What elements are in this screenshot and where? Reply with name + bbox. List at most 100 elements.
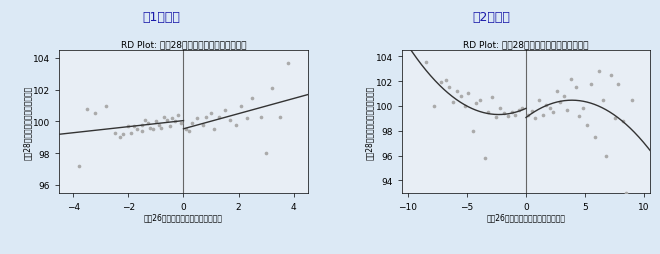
Point — [452, 90, 463, 94]
Point — [247, 96, 257, 100]
Point — [467, 129, 478, 133]
Point — [150, 120, 161, 124]
Point — [137, 123, 147, 127]
Y-axis label: 平成28年度の対前年度原単位変化: 平成28年度の対前年度原単位変化 — [22, 85, 32, 159]
Point — [214, 115, 224, 119]
Point — [145, 126, 156, 130]
Point — [530, 117, 541, 121]
X-axis label: 平成26年度の過去２年間原単位変化: 平成26年度の過去２年間原単位変化 — [144, 212, 223, 221]
Point — [209, 128, 219, 132]
Point — [140, 118, 150, 122]
Point — [159, 115, 170, 119]
X-axis label: 平成26年度の過去２年間原単位変化: 平成26年度の過去２年間原単位変化 — [486, 212, 566, 221]
Point — [283, 61, 294, 66]
Point — [491, 116, 502, 120]
Point — [589, 135, 600, 139]
Point — [236, 104, 247, 108]
Point — [562, 108, 573, 112]
Point — [552, 90, 562, 94]
Point — [544, 107, 555, 111]
Title: RD Plot: 平成28年度の対前年度原単位変化: RD Plot: 平成28年度の対前年度原単位変化 — [463, 40, 589, 49]
Point — [82, 107, 92, 111]
Point — [148, 128, 158, 132]
Point — [230, 123, 241, 127]
Point — [183, 129, 194, 133]
Point — [463, 92, 473, 96]
Title: RD Plot: 平成28年度の対前年度原単位変化: RD Plot: 平成28年度の対前年度原単位変化 — [121, 40, 246, 49]
Point — [606, 73, 616, 77]
Point — [495, 107, 506, 111]
Point — [153, 123, 164, 127]
Point — [428, 104, 439, 108]
Point — [597, 98, 608, 102]
Point — [267, 87, 277, 91]
Point — [517, 107, 528, 111]
Point — [498, 112, 509, 116]
Point — [486, 96, 497, 100]
Point — [173, 114, 183, 118]
Text: 、2次式】: 、2次式】 — [473, 11, 511, 24]
Point — [444, 86, 455, 90]
Point — [475, 98, 485, 102]
Point — [170, 120, 180, 124]
Point — [162, 118, 172, 122]
Point — [167, 117, 178, 121]
Point — [618, 119, 628, 123]
Point — [527, 109, 537, 114]
Point — [220, 109, 230, 113]
Point — [115, 136, 125, 140]
Point — [447, 101, 458, 105]
Point — [570, 86, 581, 90]
Point — [137, 129, 147, 133]
Point — [242, 117, 252, 121]
Point — [566, 77, 576, 81]
Point — [582, 123, 593, 127]
Point — [192, 117, 203, 121]
Point — [455, 94, 466, 99]
Point — [601, 154, 612, 158]
Point — [510, 113, 521, 117]
Point — [73, 164, 84, 168]
Point — [548, 110, 558, 115]
Point — [101, 104, 112, 108]
Point — [255, 115, 266, 119]
Point — [131, 128, 142, 132]
Point — [503, 114, 513, 118]
Point — [609, 117, 620, 121]
Text: 、1次式】: 、1次式】 — [143, 11, 181, 24]
Point — [534, 98, 544, 102]
Point — [479, 156, 490, 161]
Point — [436, 81, 446, 85]
Point — [261, 151, 271, 155]
Point — [585, 82, 596, 86]
Point — [471, 102, 482, 106]
Point — [627, 98, 638, 102]
Point — [206, 112, 216, 116]
Point — [506, 110, 517, 115]
Point — [129, 125, 139, 129]
Point — [164, 125, 175, 129]
Point — [555, 101, 566, 105]
Point — [126, 131, 137, 135]
Point — [181, 128, 191, 132]
Point — [187, 121, 197, 125]
Point — [459, 104, 470, 108]
Point — [621, 191, 632, 195]
Point — [110, 131, 120, 135]
Point — [541, 103, 551, 107]
Point — [275, 115, 285, 119]
Point — [176, 121, 186, 125]
Point — [420, 61, 431, 65]
Point — [90, 112, 100, 116]
Point — [513, 108, 524, 112]
Point — [225, 118, 236, 122]
Point — [440, 78, 451, 83]
Point — [483, 110, 494, 115]
Point — [197, 123, 208, 127]
Point — [156, 126, 167, 130]
Point — [200, 115, 211, 119]
Point — [594, 70, 605, 74]
Point — [578, 107, 588, 111]
Point — [558, 94, 569, 99]
Point — [523, 113, 534, 117]
